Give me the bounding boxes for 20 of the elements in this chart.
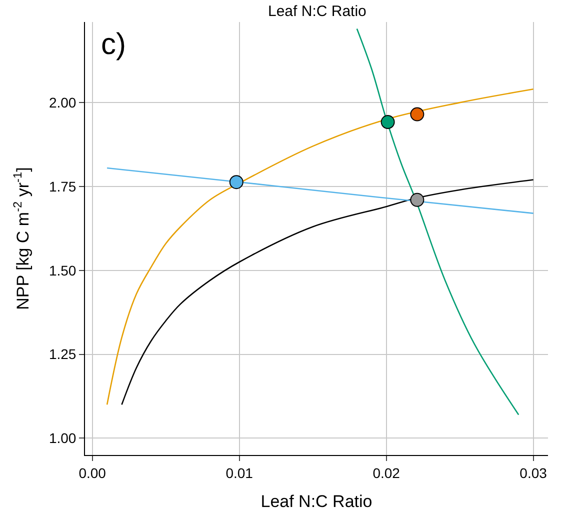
y-tick-label: 1.50: [48, 262, 76, 278]
point: [380, 115, 395, 130]
line-series: [356, 28, 520, 416]
line-series: [121, 179, 534, 406]
line-series: [106, 167, 534, 214]
x-tick-label: 0.01: [226, 464, 254, 481]
x-tick-label: 0.02: [372, 464, 400, 481]
point: [410, 192, 424, 207]
y-tick-label: 1.25: [48, 346, 76, 362]
x-tick-label: 0.03: [520, 464, 548, 481]
annotation: c): [101, 28, 126, 61]
y-tick-label: 1.75: [48, 178, 76, 194]
x-tick-label: 0.00: [78, 464, 106, 481]
y-tick-label: 1.00: [48, 430, 76, 446]
x-axis-title: Leaf N:C Ratio: [260, 492, 372, 512]
text: Leaf N:C Ratio: [268, 3, 366, 20]
line-series: [106, 88, 534, 406]
point: [229, 175, 244, 190]
y-tick-label: 2.00: [48, 94, 76, 110]
point: [410, 107, 424, 122]
